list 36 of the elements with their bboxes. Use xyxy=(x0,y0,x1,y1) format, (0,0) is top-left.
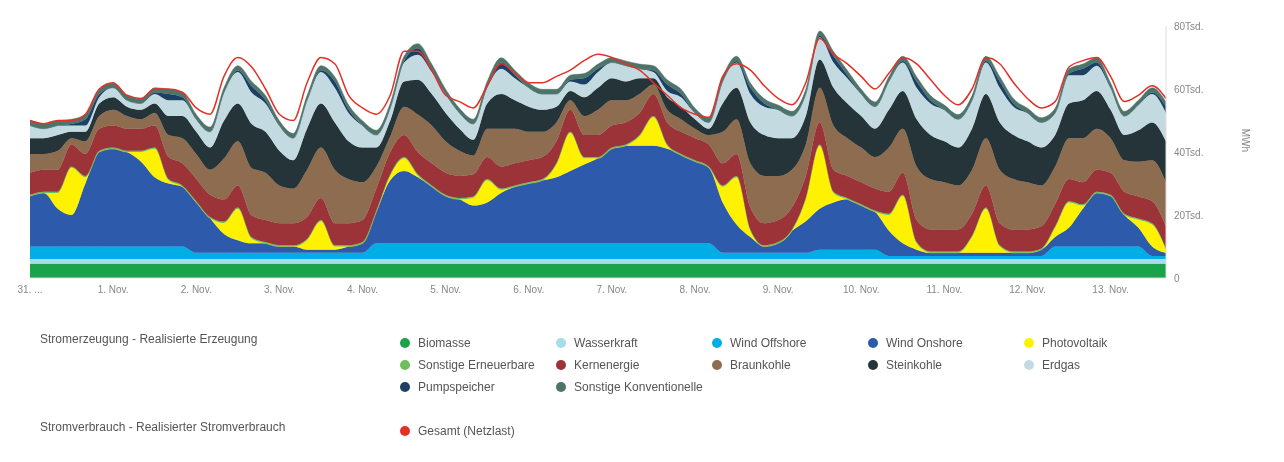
legend-label: Erdgas xyxy=(1042,358,1081,372)
x-tick-label: 3. Nov. xyxy=(263,284,295,296)
y-axis-title: MWh xyxy=(1240,128,1252,152)
text: Stromverbrauch - Realisierter Stromverbrauch xyxy=(40,420,287,436)
x-tick-label: 1. Nov. xyxy=(97,284,129,296)
legend-label: Wasserkraft xyxy=(574,336,638,350)
line-series xyxy=(29,37,1167,125)
legend-label: Pumpspeicher xyxy=(418,380,495,394)
legend-label: Sonstige Erneuerbare xyxy=(418,358,535,372)
legend-label: Braunkohle xyxy=(730,358,791,372)
x-tick-label: 7. Nov. xyxy=(596,284,628,296)
legend-label: Biomasse xyxy=(418,336,471,350)
legend-label: Kernenergie xyxy=(574,358,640,372)
x-tick-label: 2. Nov. xyxy=(180,284,212,296)
x-tick-label: 8. Nov. xyxy=(679,284,711,296)
x-tick-label: 13. Nov. xyxy=(1092,284,1129,296)
legend-label: Photovoltaik xyxy=(1042,336,1108,350)
legend-label: Wind Offshore xyxy=(730,336,807,350)
x-tick-label: 31. ... xyxy=(17,284,43,296)
y-tick-label: 40Tsd. xyxy=(1174,146,1204,158)
y-tick-label: 80Tsd. xyxy=(1174,20,1204,32)
legend-label: Steinkohle xyxy=(886,358,943,372)
legend-label: Wind Onshore xyxy=(886,336,963,350)
x-tick-label: 12. Nov. xyxy=(1009,284,1046,296)
y-tick-label: 20Tsd. xyxy=(1174,209,1204,221)
x-tick-label: 6. Nov. xyxy=(513,284,545,296)
y-tick-label: 0 xyxy=(1174,272,1180,284)
legend-label: Gesamt (Netzlast) xyxy=(418,424,515,438)
x-tick-label: 11. Nov. xyxy=(926,284,963,296)
x-tick-label: 4. Nov. xyxy=(347,284,378,296)
legend-title: Stromerzeugung - Realisierte Erzeugung xyxy=(40,332,259,348)
y-tick-label: 60Tsd. xyxy=(1174,83,1204,95)
legend-label: Sonstige Konventionelle xyxy=(574,380,703,394)
x-tick-label: 10. Nov. xyxy=(842,284,880,296)
x-tick-label: 5. Nov. xyxy=(430,284,462,296)
x-tick-label: 9. Nov. xyxy=(762,284,794,296)
